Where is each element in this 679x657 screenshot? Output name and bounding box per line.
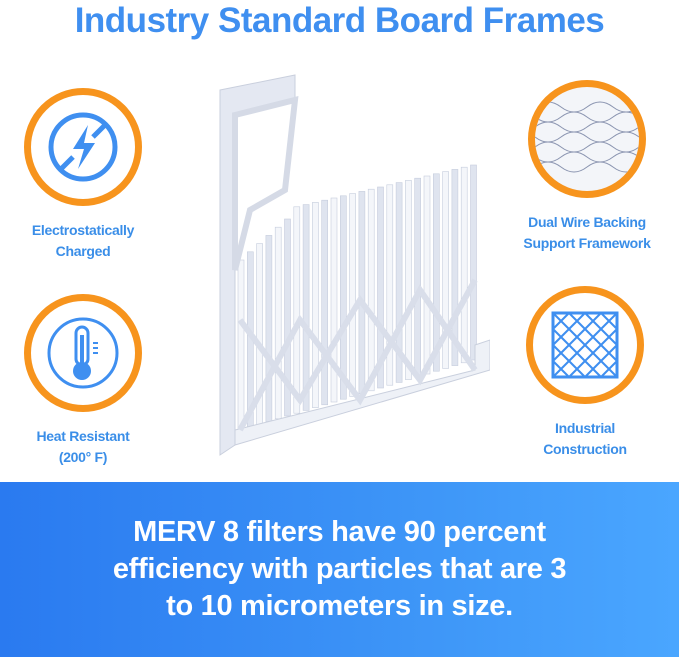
filter-pleat <box>470 164 477 361</box>
feature-label: Construction <box>543 441 627 457</box>
filter-pleat <box>340 195 347 400</box>
filter-pleat <box>386 184 394 386</box>
no-static-icon <box>24 88 142 206</box>
filter-pleat <box>237 259 245 431</box>
filter-pleat <box>451 169 459 366</box>
filter-pleat <box>302 204 310 411</box>
filter-pleat <box>284 218 291 417</box>
filter-pleat <box>414 177 421 378</box>
filter-pleat <box>433 173 440 372</box>
filter-pleat <box>358 191 366 394</box>
wire-mesh-icon <box>528 80 646 198</box>
feature-label: (200° F) <box>58 449 108 465</box>
filter-pleat <box>321 199 328 406</box>
feature-label: Heat Resistant <box>36 428 130 444</box>
filter-pleat <box>265 235 273 422</box>
feature-wire-backing: Dual Wire Backing Support Framework <box>497 80 677 254</box>
feature-electrostatic: Electrostatically Charged <box>0 88 173 262</box>
grid-frame-icon <box>526 286 644 404</box>
filter-pleat <box>349 193 356 397</box>
thermometer-icon <box>24 294 142 412</box>
filter-pleat <box>377 186 384 389</box>
feature-label: Industrial <box>554 420 615 436</box>
filter-pleat <box>460 166 468 364</box>
filter-pleat <box>293 206 301 414</box>
page-title: Industry Standard Board Frames <box>74 1 605 40</box>
filter-pleat <box>312 202 319 408</box>
feature-industrial: Industrial Construction <box>495 286 675 460</box>
feature-label: Support Framework <box>523 235 651 251</box>
filter-pleat <box>395 182 403 383</box>
filter-pleat <box>405 180 412 380</box>
banner-line: MERV 8 filters have 90 percent <box>133 516 546 548</box>
filter-pleat <box>442 171 449 369</box>
feature-label: Electrostatically <box>31 222 135 238</box>
banner-line: efficiency with particles that are 3 <box>112 553 567 585</box>
filter-pleat <box>330 197 338 403</box>
filter-pleat <box>423 175 431 375</box>
feature-label: Charged <box>55 243 111 259</box>
filter-illustration <box>219 74 490 456</box>
feature-heat: Heat Resistant (200° F) <box>0 294 173 468</box>
feature-label: Dual Wire Backing <box>528 214 646 230</box>
filter-pleat <box>274 226 282 420</box>
filter-pleat <box>367 188 375 392</box>
banner-line: to 10 micrometers in size. <box>166 590 513 622</box>
merv-banner: MERV 8 filters have 90 percent efficiency… <box>0 482 679 657</box>
